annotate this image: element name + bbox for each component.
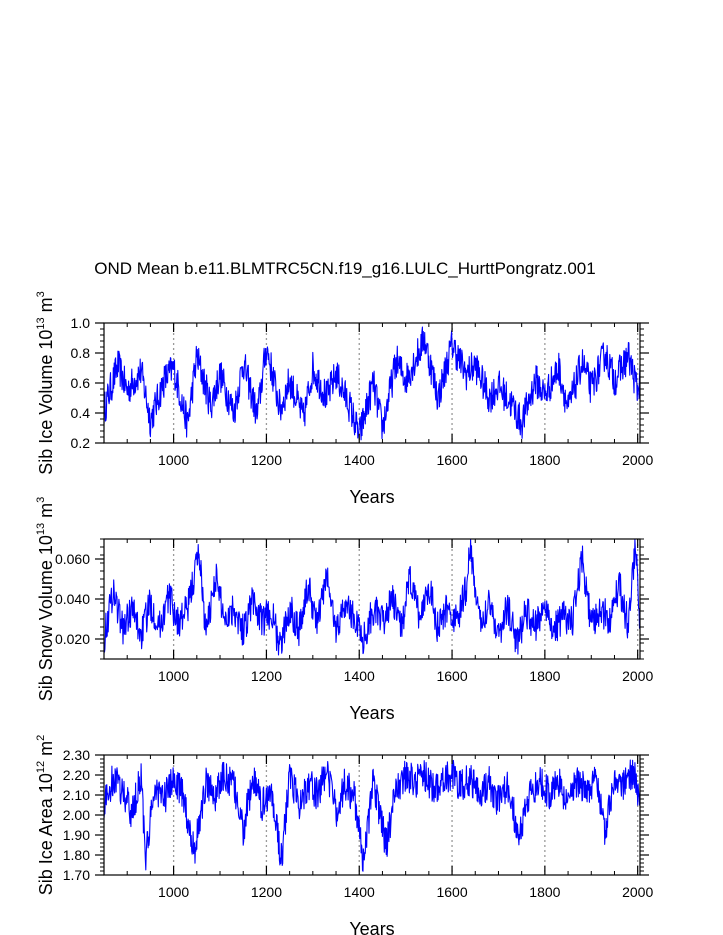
y-axis-title: Sib Snow Volume 1013 m3 — [35, 497, 56, 701]
series-line-0 — [103, 326, 641, 441]
x-axis-title: Years — [349, 919, 394, 935]
y-tick-label: 0.2 — [71, 435, 91, 451]
y-tick-label: 1.80 — [63, 847, 90, 863]
y-tick-label: 2.10 — [63, 787, 90, 803]
y-tick-label: 1.0 — [71, 315, 91, 331]
y-tick-label: 1.90 — [63, 827, 90, 843]
y-tick-label: 0.060 — [55, 551, 90, 567]
x-tick-label: 2000 — [622, 452, 653, 468]
y-axis-title: Sib Ice Volume 1013 m3 — [35, 291, 56, 474]
y-tick-label: 2.00 — [63, 807, 90, 823]
x-tick-label: 1200 — [251, 452, 282, 468]
plot-frame — [103, 538, 641, 660]
y-axis-title-unit: m — [36, 741, 56, 761]
x-axis-title: Years — [349, 487, 394, 507]
y-tick-label: 2.30 — [63, 747, 90, 763]
y-axis-title-exp: 13 — [35, 317, 47, 329]
x-tick-label: 1400 — [344, 452, 375, 468]
y-axis-title-unit-exp: 3 — [35, 497, 47, 503]
x-tick-label: 1000 — [158, 668, 189, 684]
y-axis-title-main: Sib Snow Volume 10 — [36, 535, 56, 701]
y-tick-label: 0.4 — [71, 405, 91, 421]
y-tick-label: 0.040 — [55, 591, 90, 607]
panel-sib-snow-volume: 1000 1200 1400 1600 1800 2000 0.020 0.040 0.060 Y… — [35, 497, 653, 723]
series-line-0 — [103, 759, 641, 872]
x-tick-label: 2000 — [622, 884, 653, 900]
y-axis-title-main: Sib Ice Area 10 — [36, 773, 56, 895]
y-axis-title-exp: 13 — [35, 523, 47, 535]
y-tick-label: 0.6 — [71, 375, 91, 391]
x-tick-label: 1600 — [436, 668, 467, 684]
panel-sib-ice-volume: 1000 1200 1400 1600 1800 2000 0.2 0.4 0.6 0.8 1.0 Y… — [35, 291, 653, 507]
x-tick-label: 1000 — [158, 884, 189, 900]
figure-title: OND Mean b.e11.BLMTRC5CN.f19_g16.LULC_Hu… — [94, 259, 595, 278]
x-tick-label: 1600 — [436, 884, 467, 900]
y-tick-label: 2.20 — [63, 767, 90, 783]
x-tick-label: 2000 — [622, 668, 653, 684]
y-axis-title: Sib Ice Area 1012 m2 — [35, 735, 56, 895]
x-tick-label: 1400 — [344, 884, 375, 900]
y-axis-title-unit-exp: 2 — [35, 735, 47, 741]
y-axis-title-main: Sib Ice Volume 10 — [36, 330, 56, 475]
y-axis-title-unit: m — [36, 297, 56, 317]
x-tick-label: 1000 — [158, 452, 189, 468]
x-tick-label: 1800 — [529, 668, 560, 684]
x-tick-label: 1600 — [436, 452, 467, 468]
x-tick-label: 1400 — [344, 668, 375, 684]
y-axis-title-unit-exp: 3 — [35, 291, 47, 297]
x-tick-label: 1800 — [529, 452, 560, 468]
y-tick-label: 1.70 — [63, 867, 90, 883]
series-line-0 — [103, 539, 641, 656]
y-axis-title-exp: 12 — [35, 761, 47, 773]
y-tick-label: 0.8 — [71, 345, 91, 361]
x-tick-label: 1800 — [529, 884, 560, 900]
y-tick-label: 0.020 — [55, 631, 90, 647]
x-tick-label: 1200 — [251, 884, 282, 900]
x-tick-label: 1200 — [251, 668, 282, 684]
y-axis-title-unit: m — [36, 503, 56, 523]
panel-sib-ice-area: 1000 1200 1400 1600 1800 2000 1.70 1.80 1.90 2.00… — [35, 735, 653, 935]
x-axis-title: Years — [349, 703, 394, 723]
